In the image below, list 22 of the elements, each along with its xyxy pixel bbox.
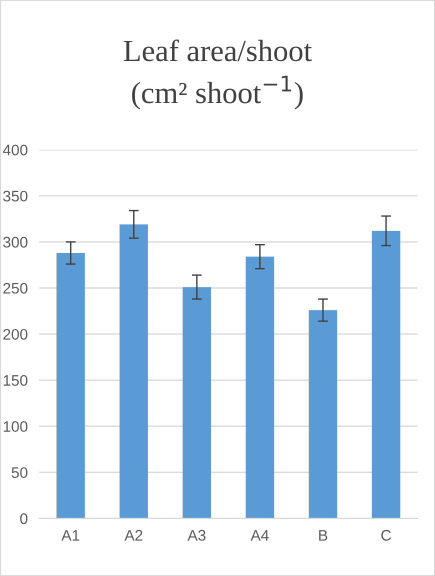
bar xyxy=(120,224,148,518)
bar xyxy=(56,252,85,518)
bar xyxy=(372,230,400,518)
y-tick-label: 300 xyxy=(3,236,28,248)
y-tick-label: 0 xyxy=(20,513,28,524)
x-tick-label: A1 xyxy=(61,530,80,541)
x-tick-label: A3 xyxy=(188,530,206,541)
x-tick-label: A2 xyxy=(124,530,142,541)
y-tick-label: 400 xyxy=(2,144,28,156)
x-tick-label: A4 xyxy=(250,530,269,541)
bar xyxy=(246,256,274,518)
y-tick-label: 150 xyxy=(4,375,28,386)
y-tick-label: 100 xyxy=(4,421,28,432)
x-tick-label: B xyxy=(319,530,328,541)
bar xyxy=(308,310,338,518)
y-tick-label: 350 xyxy=(3,190,28,202)
x-tick-label: C xyxy=(381,530,391,541)
y-tick-label: 200 xyxy=(3,328,28,340)
chart-title: Leaf area/shoot (cm² shoot$^{−1}$) xyxy=(124,39,312,110)
y-tick-label: 250 xyxy=(3,282,28,294)
y-tick-label: 50 xyxy=(12,467,28,478)
bar xyxy=(182,287,212,518)
